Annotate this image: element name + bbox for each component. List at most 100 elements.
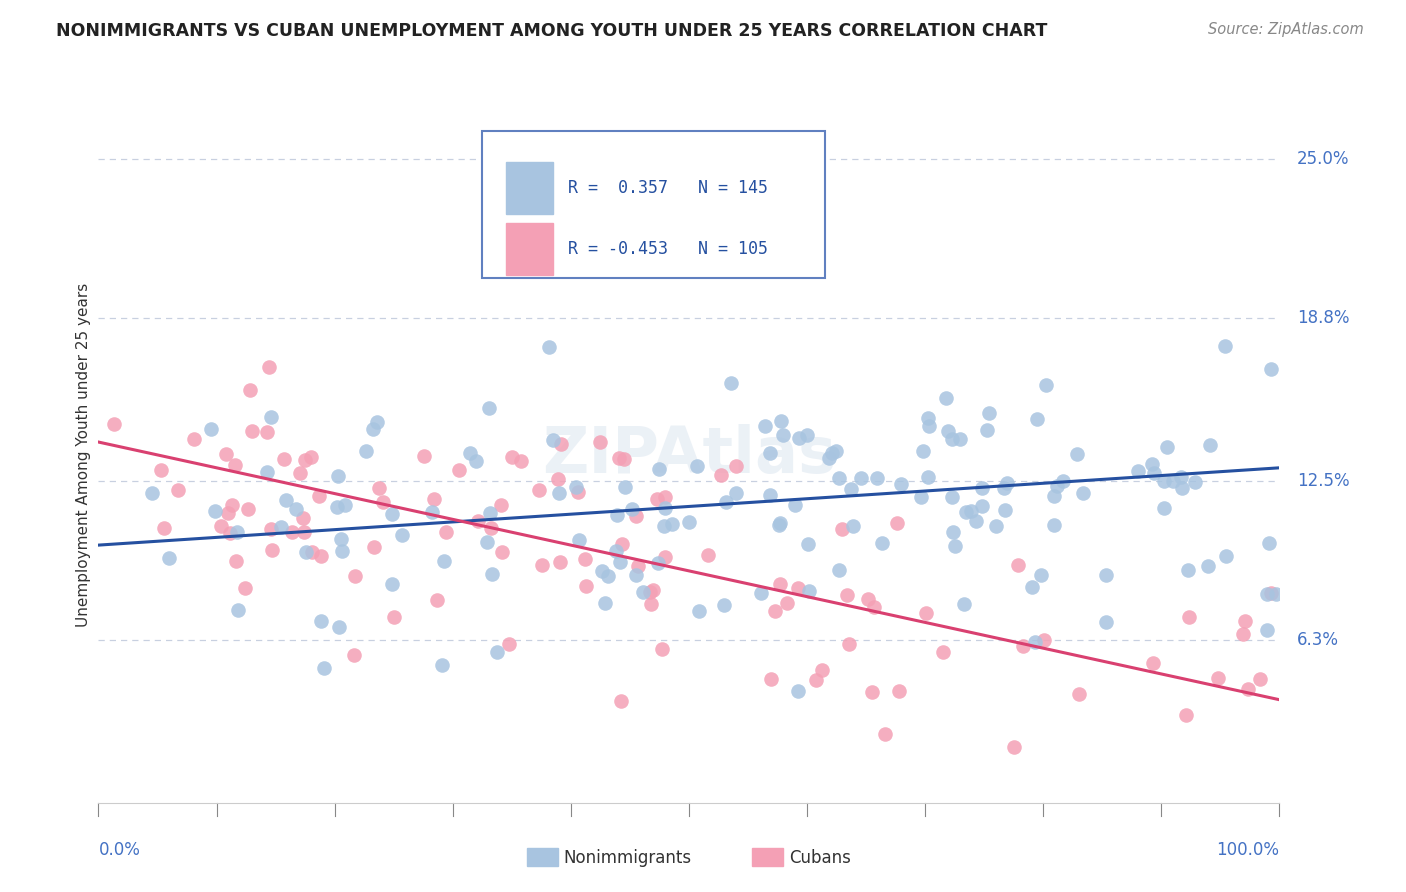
Point [688, 604, 710, 618]
Point [224, 458, 246, 472]
Point [167, 483, 190, 498]
Point [1170, 481, 1192, 495]
Point [1143, 466, 1166, 480]
Point [1071, 486, 1094, 500]
Point [1024, 635, 1046, 649]
Point [333, 498, 356, 512]
Point [273, 452, 295, 467]
Point [831, 522, 853, 536]
Point [209, 518, 232, 533]
Point [1045, 478, 1067, 492]
Point [936, 424, 959, 438]
Point [262, 542, 284, 557]
Point [328, 620, 350, 634]
Point [759, 446, 782, 460]
Point [873, 727, 896, 741]
Point [1031, 568, 1053, 582]
Point [498, 637, 520, 651]
Point [825, 444, 848, 458]
Point [489, 498, 512, 512]
Point [568, 533, 591, 548]
Point [391, 528, 413, 542]
Point [449, 463, 471, 477]
Point [787, 684, 810, 698]
Point [501, 450, 523, 465]
Point [547, 472, 569, 486]
Point [972, 481, 994, 495]
Point [256, 465, 278, 479]
Point [217, 506, 239, 520]
Point [381, 576, 404, 591]
Point [641, 582, 664, 597]
Text: 100.0%: 100.0% [1216, 841, 1279, 860]
FancyBboxPatch shape [482, 131, 825, 277]
Point [811, 663, 834, 677]
Point [984, 519, 1007, 533]
Point [648, 462, 671, 476]
Point [240, 424, 263, 438]
Point [887, 683, 910, 698]
Point [1126, 464, 1149, 478]
Y-axis label: Unemployment Among Youth under 25 years: Unemployment Among Youth under 25 years [76, 283, 91, 627]
Point [361, 422, 384, 436]
Point [288, 466, 311, 480]
Text: 25.0%: 25.0% [1298, 150, 1350, 168]
Point [993, 481, 1015, 495]
Point [236, 501, 259, 516]
Point [1021, 580, 1043, 594]
Point [491, 545, 513, 559]
Point [949, 432, 972, 446]
Point [299, 450, 322, 465]
Point [1007, 558, 1029, 573]
Point [550, 555, 572, 569]
Point [270, 520, 292, 534]
Point [257, 359, 280, 374]
Point [481, 566, 503, 581]
Point [796, 428, 818, 442]
Point [955, 505, 977, 519]
Point [1042, 489, 1064, 503]
Point [356, 443, 378, 458]
Point [157, 550, 180, 565]
Point [941, 491, 963, 505]
Point [849, 471, 872, 485]
Point [1043, 517, 1066, 532]
Point [994, 503, 1017, 517]
Point [326, 500, 349, 514]
Point [567, 485, 589, 500]
Point [624, 508, 647, 523]
Point [239, 383, 262, 397]
Point [149, 463, 172, 477]
Point [932, 645, 955, 659]
Point [368, 481, 391, 495]
Point [301, 545, 323, 559]
Point [1161, 474, 1184, 488]
Point [787, 431, 810, 445]
Point [274, 493, 297, 508]
Point [538, 339, 561, 353]
Point [1095, 615, 1118, 630]
Point [371, 494, 394, 508]
Text: Source: ZipAtlas.com: Source: ZipAtlas.com [1208, 22, 1364, 37]
Point [564, 479, 586, 493]
Point [1197, 558, 1219, 573]
Point [960, 504, 983, 518]
Point [1199, 438, 1222, 452]
Point [574, 552, 596, 566]
Point [152, 521, 174, 535]
Point [941, 432, 963, 446]
Point [330, 544, 353, 558]
Point [458, 446, 481, 460]
Point [1032, 632, 1054, 647]
Point [890, 477, 912, 491]
Point [620, 502, 643, 516]
Point [309, 549, 332, 563]
Point [291, 511, 314, 525]
Point [640, 597, 662, 611]
Point [769, 577, 792, 591]
Point [772, 427, 794, 442]
Point [686, 459, 709, 474]
Point [720, 376, 742, 390]
Point [821, 446, 844, 460]
Point [550, 437, 572, 451]
